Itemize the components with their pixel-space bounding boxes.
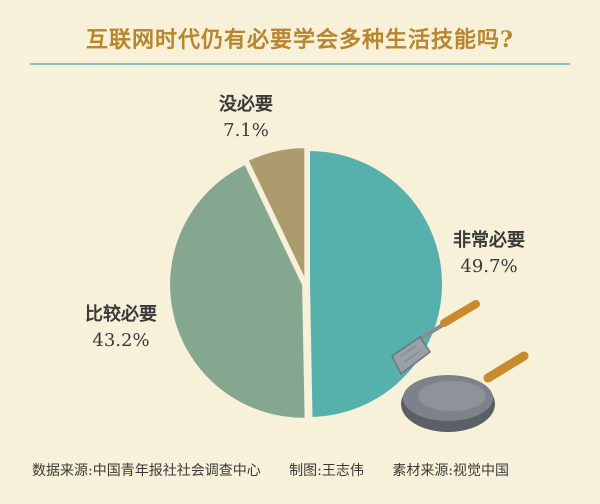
pie-slice-jiaojiao-biyao <box>168 162 307 420</box>
slice-category: 非常必要 <box>453 230 525 251</box>
pie-slice-feichang-biyao <box>308 148 444 419</box>
slice-category: 比较必要 <box>85 304 157 325</box>
slice-label-mei-biyao: 没必要 7.1% <box>206 92 286 144</box>
slice-label-feichang-biyao: 非常必要 49.7% <box>444 228 534 280</box>
slice-label-jiaojiao-biyao: 比较必要 43.2% <box>76 302 166 354</box>
title-divider <box>30 63 570 65</box>
wok-pan-icon <box>401 351 529 432</box>
slice-category: 没必要 <box>219 94 273 115</box>
spatula-icon <box>391 300 480 376</box>
material-source: 素材来源:视觉中国 <box>392 463 510 479</box>
slice-value: 7.1% <box>223 120 269 141</box>
footer-credits: 数据来源:中国青年报社社会调查中心 制图:王志伟 素材来源:视觉中国 <box>32 460 533 480</box>
chart-maker: 制图:王志伟 <box>289 463 364 479</box>
slice-value: 49.7% <box>460 256 518 277</box>
slice-value: 43.2% <box>92 330 150 351</box>
chart-title: 互联网时代仍有必要学会多种生活技能吗? <box>86 27 514 53</box>
data-source: 数据来源:中国青年报社社会调查中心 <box>32 463 261 479</box>
pie-slice-mei-biyao <box>246 146 307 282</box>
